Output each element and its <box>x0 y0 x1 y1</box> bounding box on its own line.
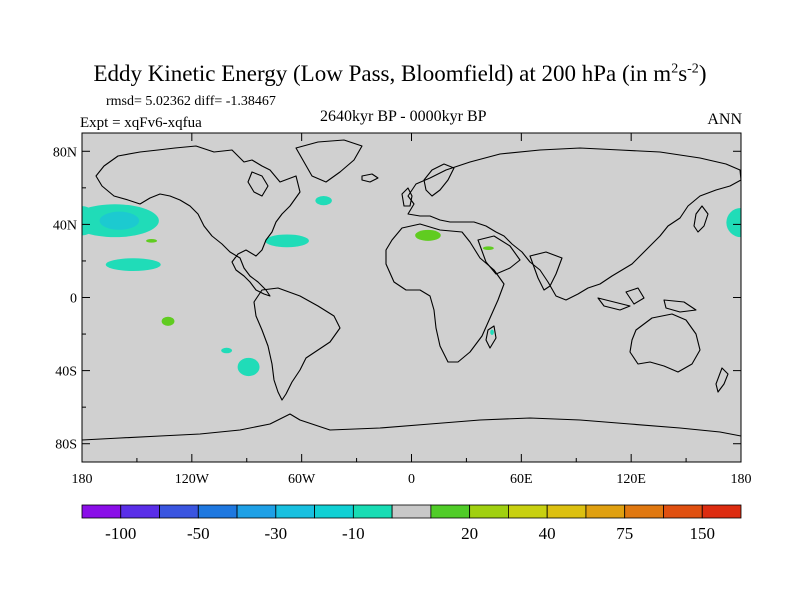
y-tick-label: 80N <box>53 145 77 160</box>
colorbar-label: 40 <box>539 524 556 543</box>
y-tick-label: 40N <box>53 218 77 233</box>
coast-indonesia <box>597 297 631 311</box>
y-axis: 80N 40N 0 40S 80S <box>53 145 741 453</box>
subtropical-pacific-negative <box>105 258 161 271</box>
x-axis: 180 120W 60W 0 60E 120E 180 <box>72 133 752 487</box>
plot-title: Eddy Kinetic Energy (Low Pass, Bloomfiel… <box>0 62 800 85</box>
colorbar-label: -30 <box>264 524 287 543</box>
coast-japan <box>693 205 709 233</box>
madagascar-negative <box>490 329 494 335</box>
colorbar-swatch <box>120 504 160 519</box>
coast-india <box>529 251 563 291</box>
anomaly-layer <box>82 196 741 377</box>
colorbar-swatch <box>624 504 664 519</box>
central-pacific-positive <box>146 239 158 243</box>
title-sup-minus2: -2 <box>687 61 699 77</box>
colorbar-swatch <box>391 504 432 519</box>
y-tick-label: 0 <box>70 292 77 307</box>
coast-borneo <box>625 287 645 305</box>
colorbar-swatch <box>469 504 509 519</box>
colorbar-swatch <box>159 504 199 519</box>
coast-australia <box>629 313 701 373</box>
colorbar-label: 75 <box>616 524 633 543</box>
x-tick-label: 120E <box>616 472 646 487</box>
colorbar-swatch <box>314 504 354 519</box>
period-label: 2640kyr BP - 0000kyr BP <box>320 108 487 125</box>
coast-africa <box>385 223 505 363</box>
coast-antarctica <box>82 413 741 441</box>
colorbar-swatch <box>275 504 315 519</box>
south-pacific-small-negative <box>221 347 233 354</box>
colorbar: -100 -50 -30 -10 20 40 75 150 <box>81 504 742 543</box>
title-mid: s <box>678 61 688 86</box>
stats-label: rmsd= 5.02362 diff= -1.38467 <box>106 94 276 109</box>
coastlines <box>82 139 741 441</box>
colorbar-swatch <box>663 504 703 519</box>
colorbar-label: -100 <box>105 524 136 543</box>
coast-iceland <box>361 173 379 183</box>
coast-new-guinea <box>663 299 697 313</box>
colorbar-label: 20 <box>461 524 478 543</box>
coast-south-america <box>253 287 341 401</box>
coast-new-zealand <box>715 367 729 393</box>
x-tick-label: 60E <box>510 472 533 487</box>
colorbar-label: 150 <box>689 524 715 543</box>
x-tick-label: 0 <box>408 472 415 487</box>
x-tick-label: 60W <box>288 472 316 487</box>
north-pacific-east-negative-core <box>99 211 140 230</box>
x-tick-label: 120W <box>175 472 210 487</box>
y-tick-label: 80S <box>55 438 77 453</box>
title-end: ) <box>698 61 707 86</box>
coast-arabia <box>477 235 521 275</box>
coast-britain <box>401 187 413 207</box>
title-main: Eddy Kinetic Energy (Low Pass, Bloomfiel… <box>93 61 672 86</box>
colorbar-swatch <box>352 504 393 519</box>
labrador-sea-negative <box>315 196 332 206</box>
coast-greenland <box>295 139 363 183</box>
colorbar-swatch <box>430 504 471 519</box>
north-atlantic-negative <box>265 234 309 248</box>
coast-north-america <box>95 145 301 297</box>
colorbar-swatch <box>701 504 742 519</box>
colorbar-swatch <box>546 504 587 519</box>
coast-eurasia <box>407 147 741 301</box>
colorbar-swatch <box>508 504 548 519</box>
north-pacific-west-edge-negative <box>82 206 97 236</box>
colorbar-label: -10 <box>342 524 365 543</box>
coast-madagascar <box>485 325 497 349</box>
colorbar-swatch <box>236 504 277 519</box>
coast-scandinavia <box>423 163 455 197</box>
colorbar-swatch <box>81 504 122 519</box>
map-background <box>82 133 741 462</box>
mediterranean-positive <box>415 229 441 241</box>
colorbar-label: -50 <box>187 524 210 543</box>
north-pacific-east-edge-negative <box>726 207 741 238</box>
title-sup-2: 2 <box>671 61 679 77</box>
season-label: ANN <box>707 111 742 128</box>
south-pacific-negative <box>237 357 260 377</box>
coast-hudson-bay <box>247 171 269 197</box>
experiment-label: Expt = xqFv6-xqfua <box>80 115 202 131</box>
y-tick-label: 40S <box>55 365 77 380</box>
tropical-pacific-positive <box>161 316 175 326</box>
colorbar-swatch <box>197 504 238 519</box>
middle-east-positive <box>482 246 494 250</box>
x-tick-label: 180 <box>72 472 93 487</box>
x-tick-label: 180 <box>731 472 752 487</box>
colorbar-swatch <box>585 504 626 519</box>
